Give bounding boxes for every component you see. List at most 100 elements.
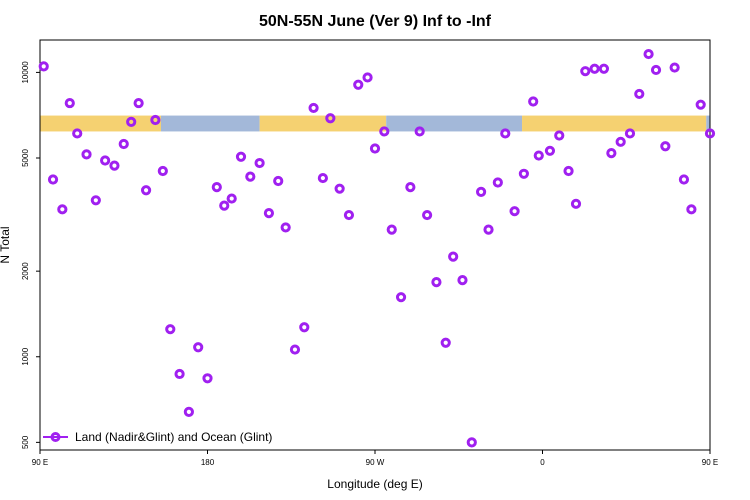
data-point — [211, 182, 222, 193]
data-point — [353, 79, 364, 90]
data-point — [405, 182, 416, 193]
data-point — [634, 88, 645, 100]
data-point — [325, 113, 336, 124]
data-point — [219, 200, 230, 211]
data-point — [174, 368, 185, 380]
data-point — [299, 322, 310, 333]
data-point — [118, 138, 129, 150]
x-tick-label: 90 W — [366, 458, 385, 467]
data-point — [235, 151, 247, 162]
data-point — [440, 337, 451, 348]
data-point — [570, 198, 582, 209]
data-point — [660, 141, 671, 152]
data-point — [100, 155, 111, 166]
y-tick-label: 2000 — [21, 262, 30, 280]
x-tick-label: 0 — [540, 458, 545, 467]
data-point — [38, 61, 49, 72]
data-point — [343, 209, 355, 221]
data-point — [202, 373, 213, 384]
data-point — [580, 66, 591, 77]
data-point — [509, 206, 520, 217]
data-point — [64, 97, 75, 109]
data-point — [563, 165, 574, 177]
data-point — [475, 186, 487, 197]
band-segment-land — [259, 115, 387, 132]
data-point — [678, 174, 690, 185]
data-point — [150, 114, 161, 126]
data-point — [157, 165, 168, 177]
y-tick-label: 5000 — [21, 149, 30, 167]
data-point — [492, 177, 503, 188]
chart-title: 50N-55N June (Ver 9) Inf to -Inf — [259, 13, 492, 30]
data-point — [448, 251, 459, 262]
data-point — [369, 143, 381, 154]
data-point — [72, 128, 83, 139]
data-point — [362, 72, 373, 83]
data-point — [263, 208, 275, 219]
data-point — [140, 185, 152, 196]
x-tick-label: 90 E — [702, 458, 718, 467]
surface-band — [40, 115, 710, 132]
data-point — [483, 224, 494, 235]
data-point — [669, 62, 680, 73]
data-point — [317, 172, 328, 184]
data-point — [57, 204, 68, 215]
data-point — [643, 48, 654, 60]
data-point — [47, 174, 59, 185]
x-axis-label: Longitude (deg E) — [327, 477, 422, 491]
data-point — [431, 277, 442, 288]
band-segment-land — [522, 115, 707, 132]
data-point — [379, 126, 390, 137]
data-point — [500, 128, 511, 139]
data-point — [90, 195, 101, 206]
data-point — [422, 209, 433, 221]
data-point — [308, 102, 319, 114]
data-point — [695, 99, 706, 110]
data-point — [133, 97, 144, 109]
data-point — [544, 145, 556, 156]
data-point — [81, 149, 92, 160]
data-point — [704, 128, 716, 139]
data-point — [280, 222, 291, 233]
data-point — [686, 204, 697, 215]
legend-marker-icon — [50, 432, 61, 442]
x-tick-label: 90 E — [32, 458, 48, 467]
legend-label: Land (Nadir&Glint) and Ocean (Glint) — [75, 430, 272, 444]
y-tick-label: 1000 — [21, 347, 30, 365]
data-point — [273, 175, 284, 187]
data-point — [109, 160, 120, 171]
data-point — [245, 171, 256, 182]
legend: Land (Nadir&Glint) and Ocean (Glint) — [43, 430, 272, 444]
data-point — [254, 157, 265, 169]
data-point — [589, 63, 600, 74]
y-axis-label: N Total — [0, 226, 12, 263]
data-point — [386, 224, 397, 235]
data-point — [598, 63, 610, 74]
data-point — [518, 168, 529, 179]
data-point — [606, 148, 617, 159]
data-point — [457, 275, 468, 286]
data-point — [289, 344, 301, 355]
band-segment-ocean — [160, 115, 260, 132]
data-point — [414, 126, 425, 137]
band-segment-ocean — [386, 115, 523, 132]
data-point — [126, 116, 137, 127]
data-point — [334, 183, 345, 194]
data-point — [165, 324, 176, 335]
data-point — [183, 406, 194, 417]
data-point — [466, 437, 477, 448]
band-segment-ocean — [706, 115, 710, 132]
band-segment-land — [40, 115, 161, 132]
data-point — [395, 292, 407, 303]
data-points — [38, 48, 716, 448]
data-point — [226, 193, 237, 204]
data-point — [650, 64, 662, 76]
data-point — [615, 136, 626, 147]
x-tick-label: 180 — [201, 458, 215, 467]
y-tick-label: 10000 — [21, 61, 30, 84]
data-point — [624, 128, 636, 139]
data-point — [554, 130, 565, 141]
y-tick-label: 500 — [21, 435, 30, 449]
